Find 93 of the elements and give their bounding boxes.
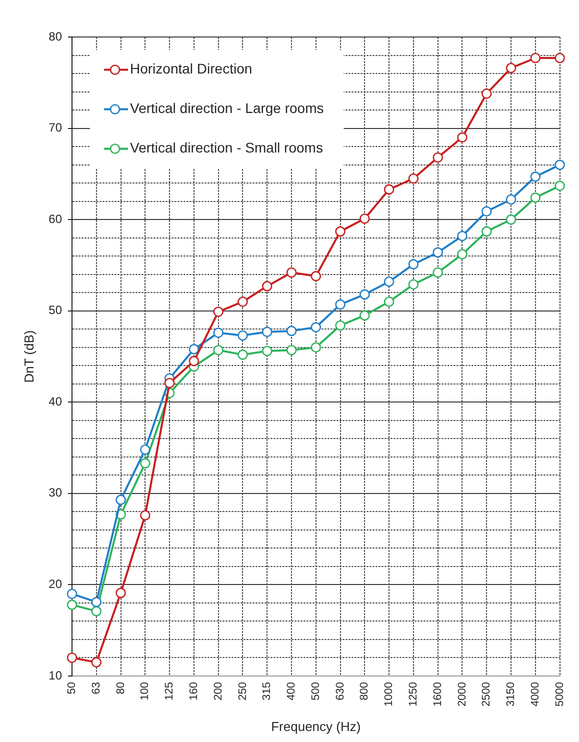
point (91, 606, 102, 616)
point (432, 152, 443, 163)
point (116, 494, 126, 505)
point (335, 226, 346, 237)
point (310, 271, 322, 282)
point (238, 296, 248, 307)
point (286, 326, 297, 336)
point (457, 132, 468, 143)
point (457, 249, 468, 260)
point (310, 342, 322, 353)
x-tick-label: 63 (90, 682, 102, 694)
point (140, 444, 150, 455)
point (66, 600, 78, 610)
x-tick-label: 200 (212, 682, 224, 700)
x-tick-label: 250 (236, 682, 249, 700)
point (481, 206, 492, 217)
point (140, 458, 150, 468)
point (91, 596, 102, 608)
point (530, 52, 541, 64)
point (457, 230, 468, 242)
x-tick-label: 1600 (432, 682, 444, 706)
point (335, 299, 346, 310)
legend-label: Horizontal Direction (130, 60, 252, 77)
point (262, 281, 272, 292)
x-tick-label: 80 (114, 682, 127, 694)
point (213, 344, 224, 356)
x-tick-label: 315 (261, 682, 274, 700)
point (360, 289, 370, 300)
point (286, 267, 297, 278)
point (408, 173, 419, 184)
point (408, 279, 419, 290)
x-tick-label: 500 (310, 682, 322, 700)
point (116, 588, 126, 598)
x-tick-label: 1000 (383, 682, 396, 706)
point (432, 247, 443, 258)
x-tick-label: 2000 (456, 682, 468, 706)
x-tick-label: 630 (334, 682, 346, 700)
x-tick-label: 4000 (529, 682, 542, 706)
point (554, 160, 565, 170)
point (164, 378, 175, 388)
x-tick-label: 400 (286, 682, 298, 700)
point (384, 276, 394, 287)
legend-label: Vertical direction - Small rooms (130, 140, 323, 156)
point (530, 192, 541, 203)
x-axis-title: Frequency (Hz) (271, 718, 361, 734)
legend-label: Vertical direction - Large rooms (130, 100, 324, 116)
x-tick-label: 3150 (505, 682, 518, 706)
point (554, 180, 565, 191)
y-axis-title: DnT (dB) (21, 330, 36, 383)
y-tick-label: 60 (48, 212, 62, 226)
point (554, 52, 565, 64)
point (360, 214, 370, 224)
point (213, 306, 224, 317)
point (262, 326, 272, 338)
point (432, 267, 443, 278)
point (310, 322, 322, 332)
x-tick-label: 100 (139, 682, 152, 700)
y-tick-label: 30 (48, 486, 62, 500)
point (384, 184, 394, 195)
point (506, 62, 516, 74)
point (530, 172, 541, 182)
point (238, 330, 248, 341)
y-tick-label: 80 (48, 29, 62, 44)
x-tick-label: 50 (66, 682, 78, 694)
point (238, 350, 248, 360)
y-tick-label: 20 (48, 577, 62, 592)
y-tick-label: 10 (48, 668, 62, 682)
y-tick-label: 70 (48, 120, 62, 135)
point (335, 320, 346, 331)
point (66, 652, 78, 663)
point (506, 214, 516, 225)
y-tick-label: 40 (48, 394, 62, 408)
y-tick-label: 50 (48, 303, 62, 318)
point (360, 310, 370, 321)
x-tick-label: 5000 (554, 682, 566, 706)
point (408, 259, 419, 270)
point (188, 356, 200, 366)
point (91, 657, 102, 668)
point (384, 296, 394, 307)
point (481, 226, 492, 237)
point (286, 344, 297, 356)
x-tick-label: 160 (188, 682, 200, 700)
point (213, 328, 224, 338)
x-tick-label: 125 (164, 682, 176, 700)
point (188, 344, 200, 354)
point (481, 88, 492, 99)
point (506, 194, 516, 205)
x-tick-label: 1250 (407, 682, 420, 706)
point (262, 346, 272, 356)
point (66, 588, 78, 599)
x-tick-label: 800 (358, 682, 371, 700)
point (140, 510, 150, 520)
x-tick-label: 2500 (480, 682, 493, 706)
